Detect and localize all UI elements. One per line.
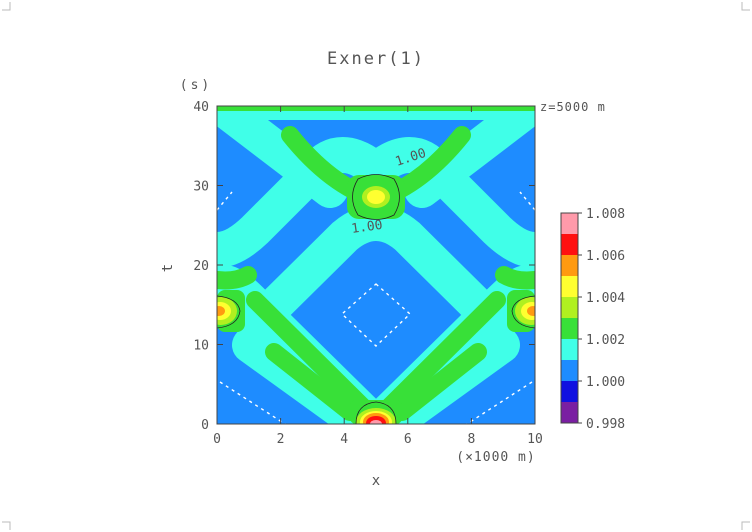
colorbar-frame: [560, 212, 579, 424]
colorbar-tick-label: 1.000: [586, 375, 625, 390]
colorbar-bin: [561, 255, 578, 276]
green-wave-lower-right: [393, 343, 487, 421]
colorbar-bin: [561, 360, 578, 381]
peak-left-1006: [217, 306, 225, 316]
colorbar-bin: [561, 402, 578, 423]
x-unit-label: (×1000 m): [456, 450, 535, 465]
colorbar-tick-label: 1.008: [586, 207, 625, 222]
green-edge-left: [217, 266, 257, 290]
annotation-z: z=5000 m: [540, 100, 606, 114]
y-axis: 0 10 20 30 40: [193, 100, 535, 433]
band-wave-inner-left: [237, 205, 515, 343]
green-wave-lower-left: [265, 343, 359, 421]
colorbar-bin: [561, 213, 578, 234]
x-tick-label: 6: [404, 432, 412, 447]
colorbar-bin: [561, 381, 578, 402]
green-wave-left: [246, 291, 385, 424]
y-tick-label: 10: [193, 339, 209, 354]
dashed-diamond: [340, 283, 412, 347]
colorbar-bin: [561, 339, 578, 360]
colorbar-tick-label: 0.998: [586, 417, 625, 432]
peak-bottom-1008: [370, 420, 382, 424]
dashed-contours: [217, 191, 535, 424]
y-tick-label: 30: [193, 180, 209, 195]
y-axis-label: t: [160, 264, 176, 272]
colorbar-bin: [561, 297, 578, 318]
contour-lines: [217, 174, 535, 424]
peak-top-1005: [367, 190, 385, 204]
colorbar-bin: [561, 276, 578, 297]
x-axis-label: x: [372, 473, 380, 489]
x-tick-label: 10: [527, 432, 543, 447]
peak-right-1006: [527, 306, 535, 316]
x-tick-label: 8: [467, 432, 475, 447]
x-tick-label: 4: [340, 432, 348, 447]
dashed-right-bottom: [466, 381, 533, 424]
contour-label-lower: 1.00: [350, 218, 383, 237]
y-tick-label: 40: [193, 100, 209, 115]
colorbar-bin: [561, 234, 578, 255]
y-tick-label: 0: [201, 418, 209, 433]
dashed-left-bottom: [219, 381, 286, 424]
colorbar-tick-label: 1.006: [586, 249, 625, 264]
x-axis: 0 2 4 6 8 10: [213, 106, 543, 447]
contour-field: [217, 106, 535, 424]
x-tick-label: 2: [277, 432, 285, 447]
colorbar-bin: [561, 318, 578, 339]
green-wave-right: [367, 291, 506, 424]
chart-title: Exner(1): [327, 49, 425, 69]
y-unit-label: (s): [180, 78, 212, 93]
colorbar: 0.998 1.000 1.002 1.004 1.006 1.008: [560, 207, 625, 432]
x-tick-label: 0: [213, 432, 221, 447]
green-edge-right: [495, 266, 535, 290]
y-tick-label: 20: [193, 259, 209, 274]
colorbar-tick-label: 1.002: [586, 333, 625, 348]
colorbar-tick-label: 1.004: [586, 291, 625, 306]
green-top-strip: [217, 106, 535, 111]
